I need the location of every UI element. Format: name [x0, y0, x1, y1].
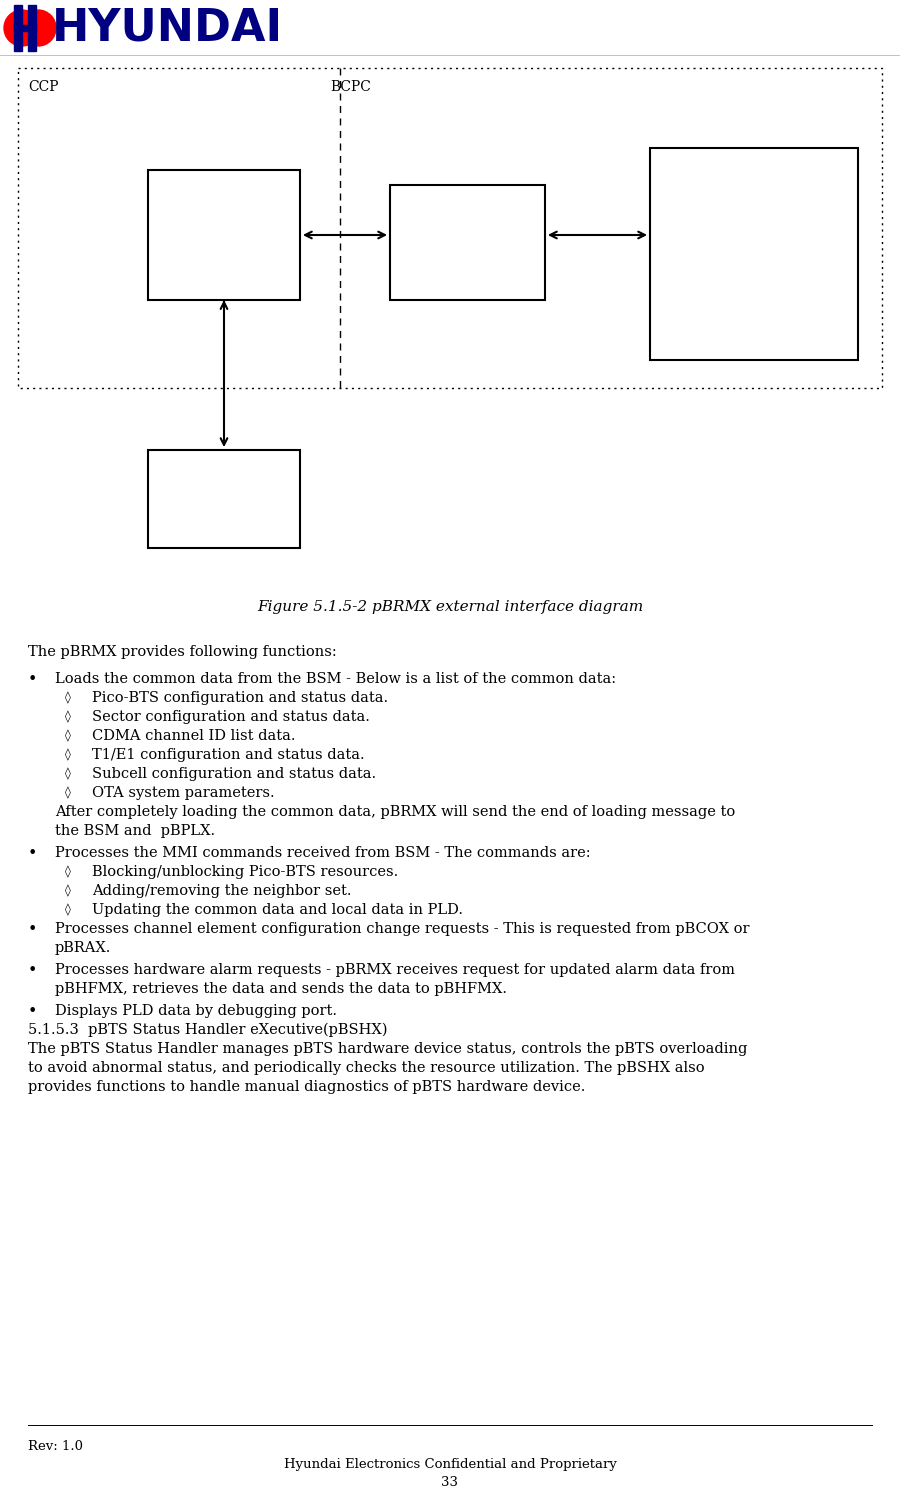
- Text: Processes hardware alarm requests - pBRMX receives request for updated alarm dat: Processes hardware alarm requests - pBRM…: [55, 964, 735, 977]
- Text: 33: 33: [442, 1476, 458, 1490]
- Text: HYUNDAI: HYUNDAI: [52, 6, 284, 49]
- Text: pBRAX: pBRAX: [729, 236, 778, 251]
- Text: CRMX: CRMX: [199, 229, 248, 242]
- Text: pBCOX: pBCOX: [729, 202, 779, 215]
- Text: BCPC: BCPC: [330, 81, 371, 94]
- Text: pBRAX.: pBRAX.: [55, 941, 112, 955]
- Text: Hyundai Electronics Confidential and Proprietary: Hyundai Electronics Confidential and Pro…: [284, 1458, 616, 1472]
- Text: pBHFMX: pBHFMX: [722, 272, 787, 285]
- Text: ◊: ◊: [65, 766, 71, 780]
- Bar: [14, 4, 22, 51]
- Text: CCP: CCP: [28, 81, 58, 94]
- Bar: [28, 4, 36, 51]
- Text: pBPLX: pBPLX: [730, 342, 778, 357]
- Text: to avoid abnormal status, and periodically checks the resource utilization. The : to avoid abnormal status, and periodical…: [28, 1061, 705, 1076]
- Text: ◊: ◊: [65, 786, 71, 799]
- Text: 5.1.5.3  pBTS Status Handler eXecutive(pBSHX): 5.1.5.3 pBTS Status Handler eXecutive(pB…: [28, 1023, 388, 1037]
- Text: pBHFMX, retrieves the data and sends the data to pBHFMX.: pBHFMX, retrieves the data and sends the…: [55, 982, 507, 996]
- Text: •: •: [28, 922, 38, 937]
- Bar: [390, 185, 545, 300]
- Text: OTA system parameters.: OTA system parameters.: [92, 786, 274, 799]
- Text: •: •: [28, 672, 38, 687]
- Text: pBSHX: pBSHX: [729, 166, 779, 179]
- Text: Sector configuration and status data.: Sector configuration and status data.: [92, 710, 370, 725]
- Text: Processes the MMI commands received from BSM - The commands are:: Processes the MMI commands received from…: [55, 846, 590, 861]
- Text: provides functions to handle manual diagnostics of pBTS hardware device.: provides functions to handle manual diag…: [28, 1080, 585, 1094]
- Text: Subcell configuration and status data.: Subcell configuration and status data.: [92, 766, 376, 781]
- Text: Displays PLD data by debugging port.: Displays PLD data by debugging port.: [55, 1004, 337, 1017]
- Text: Processes channel element configuration change requests - This is requested from: Processes channel element configuration …: [55, 922, 750, 937]
- Text: pBRMX: pBRMX: [438, 236, 497, 249]
- Bar: [18, 69, 882, 388]
- Bar: [148, 450, 300, 548]
- Text: •: •: [28, 1004, 38, 1019]
- Text: ◊: ◊: [65, 710, 71, 723]
- Text: Adding/removing the neighbor set.: Adding/removing the neighbor set.: [92, 884, 352, 898]
- Text: ◊: ◊: [65, 884, 71, 896]
- Text: Loads the common data from the BSM - Below is a list of the common data:: Loads the common data from the BSM - Bel…: [55, 672, 617, 686]
- Text: Updating the common data and local data in PLD.: Updating the common data and local data …: [92, 902, 463, 917]
- Bar: [650, 148, 858, 360]
- Text: the BSM and  pBPLX.: the BSM and pBPLX.: [55, 825, 215, 838]
- Text: Pico-BTS configuration and status data.: Pico-BTS configuration and status data.: [92, 692, 388, 705]
- Text: The pBRMX provides following functions:: The pBRMX provides following functions:: [28, 645, 337, 659]
- Text: pBDIAX: pBDIAX: [726, 308, 781, 321]
- Text: •: •: [28, 964, 38, 979]
- Text: BSM: BSM: [205, 492, 243, 506]
- Text: ◊: ◊: [65, 865, 71, 878]
- Circle shape: [20, 10, 56, 46]
- Text: The pBTS Status Handler manages pBTS hardware device status, controls the pBTS o: The pBTS Status Handler manages pBTS har…: [28, 1041, 747, 1056]
- Text: Figure 5.1.5-2 pBRMX external interface diagram: Figure 5.1.5-2 pBRMX external interface …: [256, 601, 644, 614]
- Bar: [148, 170, 300, 300]
- Text: CDMA channel ID list data.: CDMA channel ID list data.: [92, 729, 295, 743]
- Text: •: •: [28, 846, 38, 861]
- Text: T1/E1 configuration and status data.: T1/E1 configuration and status data.: [92, 748, 365, 762]
- Text: Blocking/unblocking Pico-BTS resources.: Blocking/unblocking Pico-BTS resources.: [92, 865, 398, 878]
- Bar: [14, 25, 36, 31]
- Text: Rev: 1.0: Rev: 1.0: [28, 1440, 83, 1454]
- Text: ◊: ◊: [65, 692, 71, 704]
- Text: ◊: ◊: [65, 902, 71, 916]
- Text: ◊: ◊: [65, 748, 71, 760]
- Text: After completely loading the common data, pBRMX will send the end of loading mes: After completely loading the common data…: [55, 805, 735, 819]
- Text: ◊: ◊: [65, 729, 71, 743]
- Circle shape: [4, 10, 40, 46]
